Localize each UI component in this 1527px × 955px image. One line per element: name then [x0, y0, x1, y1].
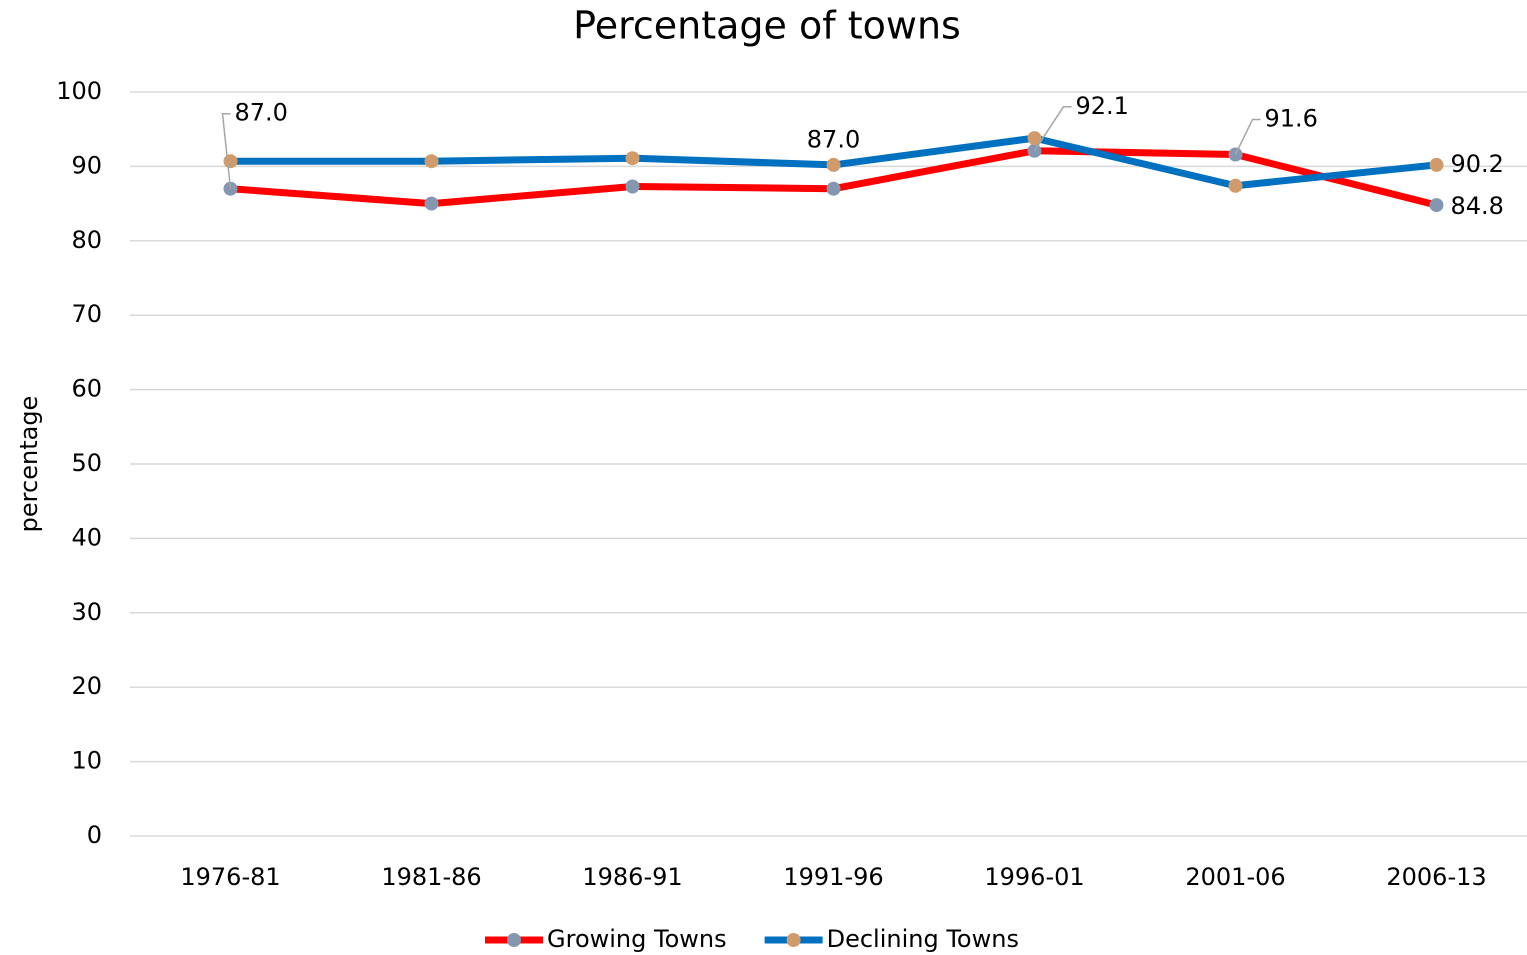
x-tick-label: 1991-96 — [783, 863, 883, 891]
y-tick-label: 0 — [87, 821, 102, 849]
y-tick-label: 80 — [71, 226, 102, 254]
data-label: 90.2 — [1451, 150, 1504, 178]
marker — [826, 181, 841, 196]
leader-line — [1234, 118, 1261, 155]
y-tick-label: 50 — [71, 449, 102, 477]
y-tick-label: 30 — [71, 598, 102, 626]
marker — [625, 151, 640, 166]
data-label: 91.6 — [1265, 104, 1318, 132]
y-tick-label: 10 — [71, 747, 102, 775]
x-tick-label: 1986-91 — [582, 863, 682, 891]
y-axis-label: percentage — [15, 396, 43, 533]
y-tick-label: 60 — [71, 375, 102, 403]
x-tick-label: 2006-13 — [1386, 863, 1486, 891]
data-label: 87.0 — [235, 99, 288, 127]
leader-line — [1033, 106, 1072, 152]
y-tick-label: 40 — [71, 523, 102, 551]
x-tick-label: 1996-01 — [984, 863, 1084, 891]
legend-marker — [786, 933, 801, 947]
y-tick-label: 90 — [71, 151, 102, 179]
marker — [1429, 157, 1444, 172]
y-tick-label: 100 — [56, 77, 102, 105]
y-tick-label: 70 — [71, 300, 102, 328]
x-tick-label: 2001-06 — [1185, 863, 1285, 891]
marker — [1228, 178, 1243, 193]
chart-title: Percentage of towns — [573, 4, 961, 48]
marker — [1429, 198, 1444, 213]
y-tick-label: 20 — [71, 672, 102, 700]
x-tick-label: 1976-81 — [180, 863, 280, 891]
data-label: 92.1 — [1076, 92, 1129, 120]
leader-line — [221, 112, 232, 189]
legend-marker — [507, 933, 521, 947]
marker — [625, 179, 640, 194]
marker — [1027, 131, 1042, 146]
marker — [424, 154, 439, 169]
marker — [223, 154, 238, 169]
data-label: 84.8 — [1451, 192, 1504, 220]
legend-label: Declining Towns — [827, 925, 1019, 953]
x-tick-label: 1981-86 — [381, 863, 481, 891]
marker — [826, 157, 841, 172]
data-label: 87.0 — [807, 126, 860, 154]
marker — [424, 196, 439, 211]
legend-label: Growing Towns — [547, 925, 727, 953]
